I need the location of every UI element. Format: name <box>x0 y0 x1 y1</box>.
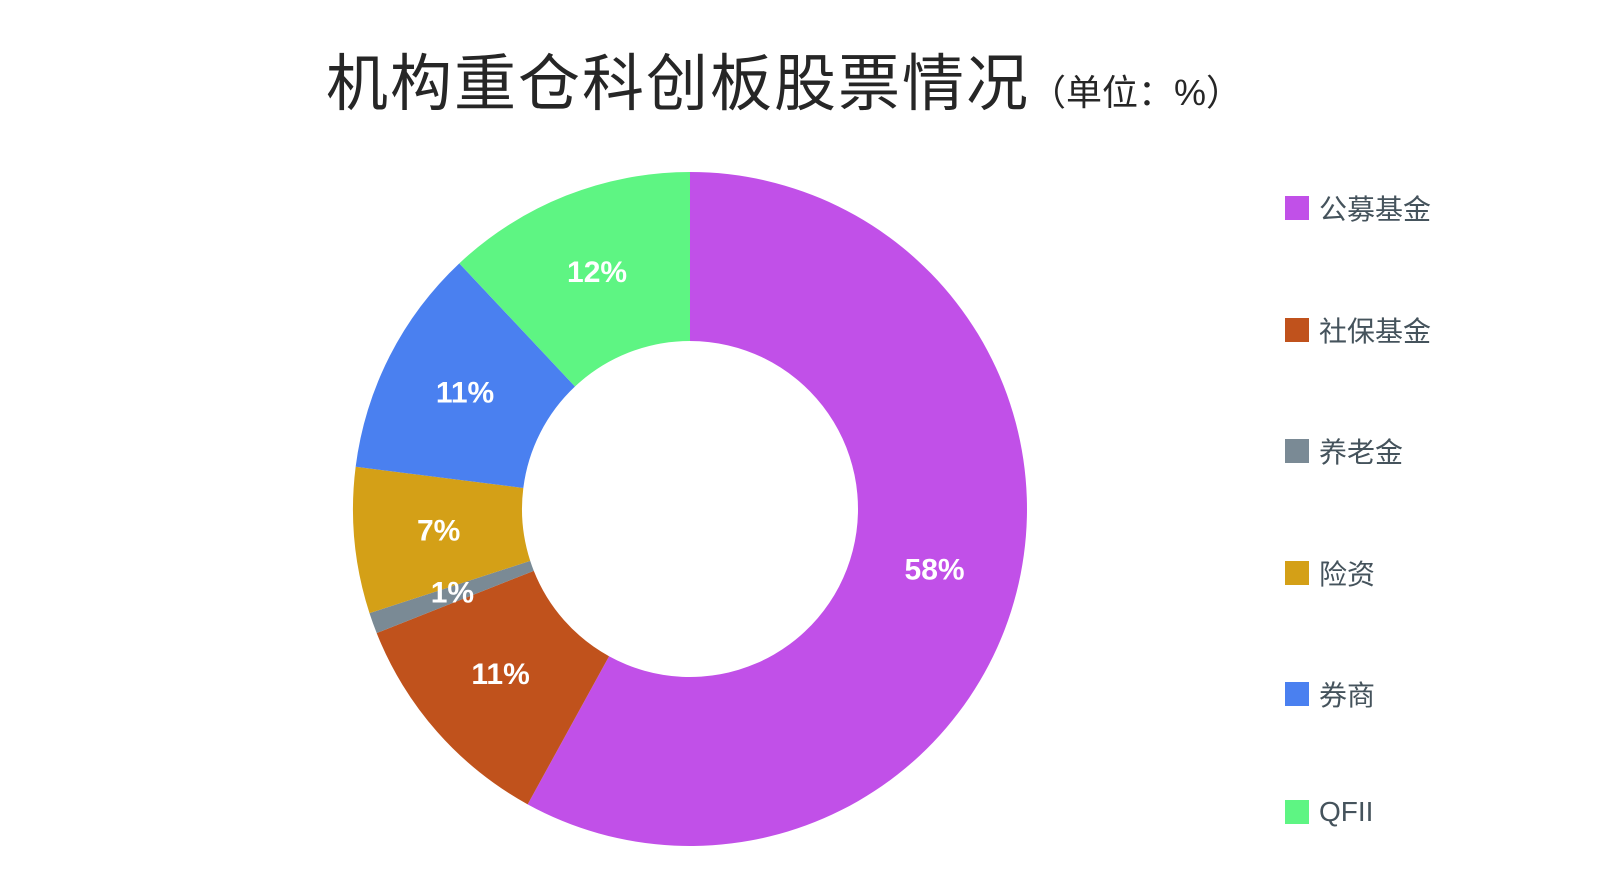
svg-text:11%: 11% <box>471 658 529 691</box>
svg-text:58%: 58% <box>905 554 965 587</box>
svg-text:1%: 1% <box>431 576 474 609</box>
svg-text:11%: 11% <box>436 376 494 409</box>
svg-text:12%: 12% <box>567 256 627 289</box>
svg-text:7%: 7% <box>417 515 460 548</box>
